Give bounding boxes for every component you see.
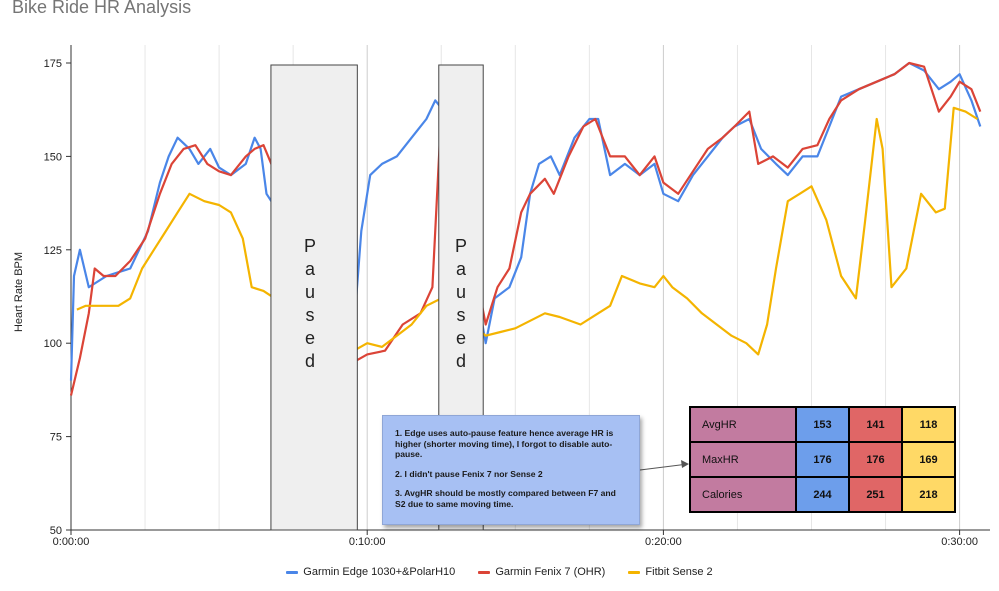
stats-label: AvgHR xyxy=(689,406,797,443)
note-line: 1. Edge uses auto-pause feature hence av… xyxy=(395,428,614,459)
y-axis-label: Heart Rate BPM xyxy=(13,252,25,332)
x-tick-label: 0:30:00 xyxy=(941,536,978,548)
annotation-note: 1. Edge uses auto-pause feature hence av… xyxy=(382,415,640,525)
stats-row-calories: Calories 244 251 218 xyxy=(689,476,956,513)
series-line xyxy=(76,106,978,356)
axis-layer: 50 75 100 125 150 175 0:00:00 0:10:00 0:20:00 0:3… xyxy=(44,45,990,548)
y-tick-label: 175 xyxy=(44,58,62,70)
y-tick-label: 150 xyxy=(44,151,62,163)
stats-label: Calories xyxy=(689,476,797,513)
legend-label: Garmin Fenix 7 (OHR) xyxy=(495,566,606,578)
legend-label: Garmin Edge 1030+&PolarH10 xyxy=(303,566,456,578)
x-tick-label: 0:00:00 xyxy=(53,536,90,548)
stats-value: 176 xyxy=(848,441,903,478)
x-tick-label: 0:20:00 xyxy=(645,536,682,548)
series-layer xyxy=(69,61,982,396)
stats-value: 153 xyxy=(795,406,850,443)
legend: Garmin Edge 1030+&PolarH10 Garmin Fenix … xyxy=(0,566,999,578)
legend-swatch xyxy=(286,570,299,574)
legend-swatch xyxy=(628,570,641,574)
legend-swatch xyxy=(478,570,491,574)
legend-item[interactable]: Garmin Edge 1030+&PolarH10 xyxy=(286,566,455,578)
stats-value: 218 xyxy=(901,476,956,513)
stats-table: AvgHR 153 141 118 MaxHR 176 176 169 Calo… xyxy=(689,406,956,513)
legend-item[interactable]: Garmin Fenix 7 (OHR) xyxy=(478,566,605,578)
series-line xyxy=(69,61,982,381)
stats-value: 169 xyxy=(901,441,956,478)
y-tick-label: 100 xyxy=(44,338,62,350)
stats-value: 251 xyxy=(848,476,903,513)
y-tick-label: 50 xyxy=(50,525,62,537)
stats-value: 244 xyxy=(795,476,850,513)
y-tick-label: 75 xyxy=(50,432,62,444)
note-arrow xyxy=(639,463,689,471)
note-line: 3. AvgHR should be mostly compared betwe… xyxy=(395,488,616,509)
note-arrow-head xyxy=(681,460,689,468)
series-line xyxy=(69,61,982,396)
stats-row-avghr: AvgHR 153 141 118 xyxy=(689,406,956,443)
stats-label: MaxHR xyxy=(689,441,797,478)
y-tick-label: 125 xyxy=(44,245,62,257)
paused-box xyxy=(270,64,358,531)
legend-item[interactable]: Fitbit Sense 2 xyxy=(628,566,713,578)
legend-label: Fitbit Sense 2 xyxy=(645,566,713,578)
stats-value: 118 xyxy=(901,406,956,443)
note-line: 2. I didn't pause Fenix 7 nor Sense 2 xyxy=(395,468,543,479)
stats-value: 141 xyxy=(848,406,903,443)
chart-title: Bike Ride HR Analysis xyxy=(12,0,192,17)
stats-row-maxhr: MaxHR 176 176 169 xyxy=(689,441,956,478)
x-tick-label: 0:10:00 xyxy=(349,536,386,548)
stats-value: 176 xyxy=(795,441,850,478)
